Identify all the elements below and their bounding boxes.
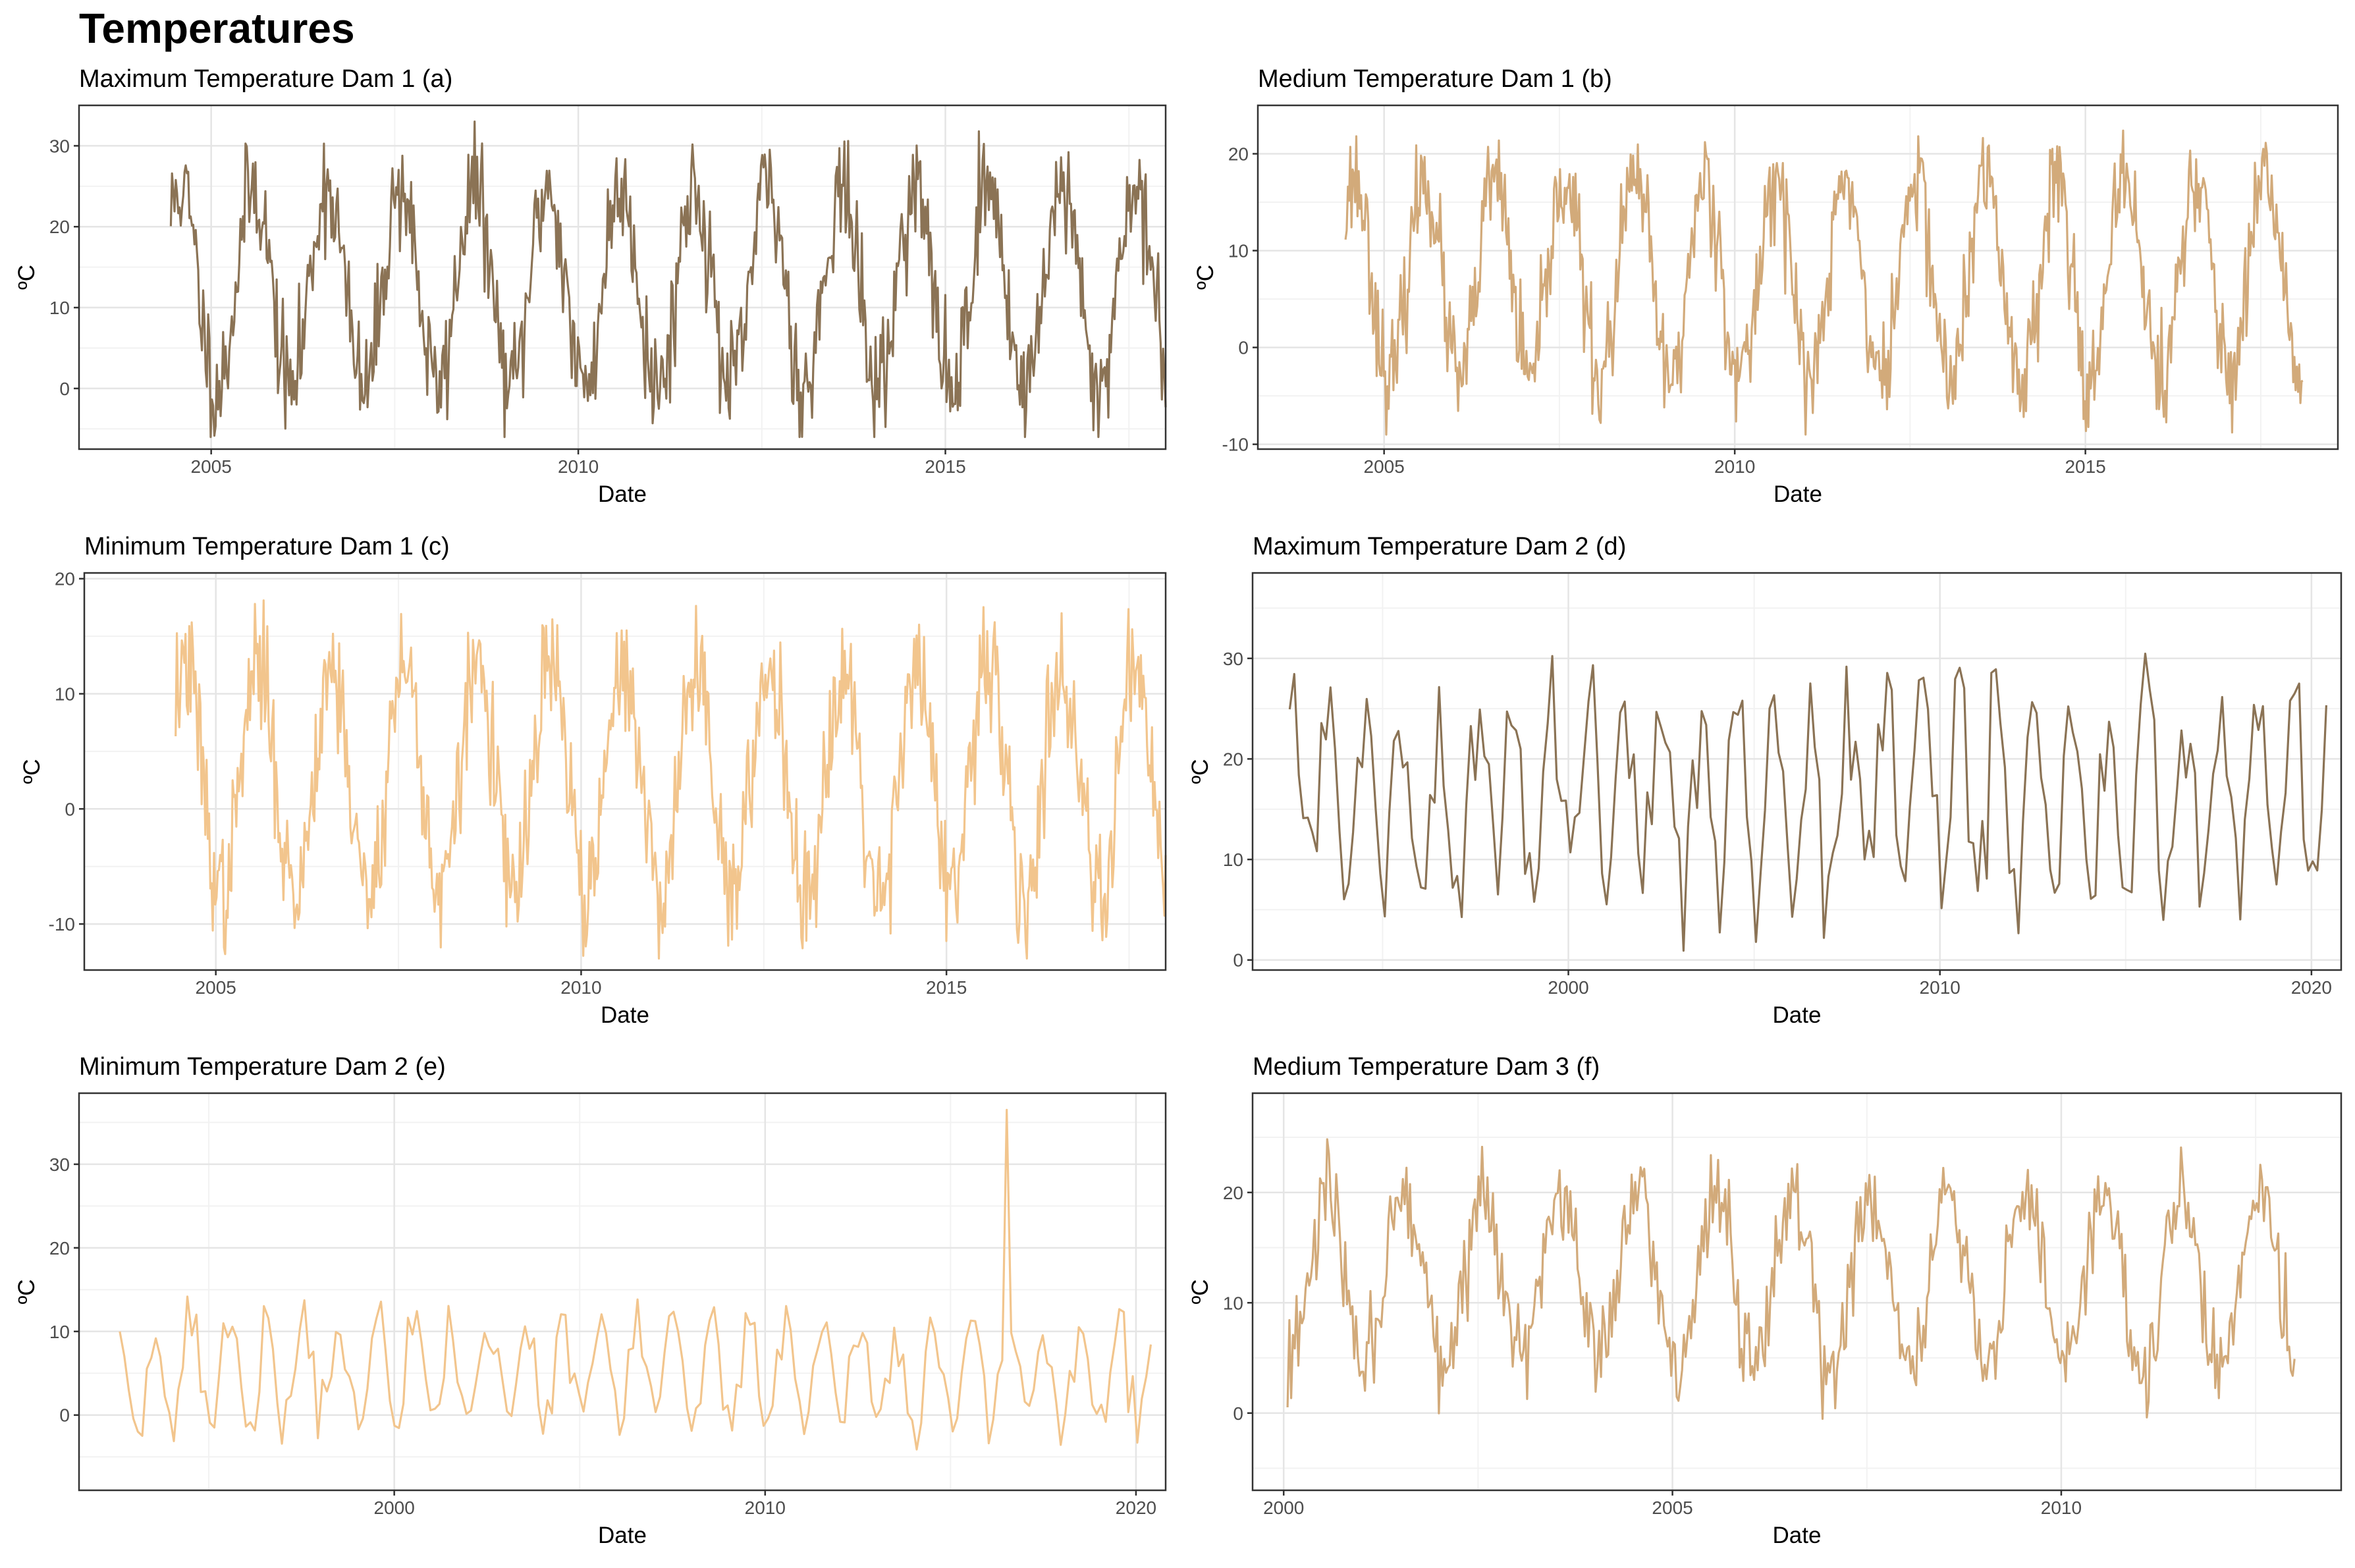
y-tick-label: 0	[1233, 950, 1243, 971]
x-tick-label: 2010	[1920, 977, 1961, 998]
y-tick-label: 20	[1223, 749, 1243, 769]
panel-border	[78, 104, 1167, 450]
y-tick-label: 10	[49, 1322, 70, 1342]
chart-panel-f: Medium Temperature Dam 3 (f) 2000 2005 201…	[1187, 1053, 2342, 1548]
panel-title: Minimum Temperature Dam 2 (e)	[79, 1053, 446, 1081]
series-line	[1288, 653, 2327, 952]
series-line	[119, 1108, 1152, 1451]
x-axis-label: Date	[598, 1523, 647, 1548]
y-tick-label: -10	[1222, 435, 1249, 455]
panel-border	[1251, 1092, 2342, 1492]
y-tick-label: -10	[49, 914, 75, 934]
panel-title: Maximum Temperature Dam 1 (a)	[79, 65, 452, 93]
y-tick-label: 20	[55, 569, 75, 589]
panel-title: Minimum Temperature Dam 1 (c)	[84, 533, 450, 560]
series-line	[1286, 1138, 2296, 1420]
chart-panel-b: Medium Temperature Dam 1 (b) 2005 2010 201…	[1193, 65, 2339, 507]
figure-title: Temperatures	[79, 5, 355, 52]
y-tick-label: 10	[1228, 241, 1249, 261]
panel-border	[1251, 572, 2342, 971]
y-tick-label: 0	[1238, 338, 1249, 358]
series-line	[1344, 129, 2304, 436]
y-axis-label: ºC	[14, 265, 40, 290]
x-tick-label: 2000	[1263, 1498, 1304, 1518]
y-tick-label: 30	[49, 1154, 70, 1175]
x-axis-label: Date	[601, 1002, 649, 1028]
y-tick-label: 0	[1233, 1403, 1243, 1424]
y-tick-label: 10	[1223, 1293, 1243, 1313]
x-axis-label: Date	[1773, 481, 1822, 507]
series-line	[175, 599, 1167, 960]
y-tick-label: 30	[49, 136, 70, 156]
x-tick-label: 2015	[2065, 456, 2105, 477]
panel-border	[1257, 104, 2339, 450]
panel-title: Medium Temperature Dam 3 (f)	[1253, 1053, 1600, 1081]
y-axis-label: ºC	[1187, 759, 1213, 784]
x-tick-label: 2010	[1714, 456, 1755, 477]
x-tick-label: 2010	[2041, 1498, 2082, 1518]
x-tick-label: 2005	[1364, 456, 1405, 477]
chart-panel-d: Maximum Temperature Dam 2 (d) 2000 2010 20…	[1187, 533, 2342, 1028]
panel-border	[78, 1092, 1167, 1492]
x-tick-label: 2010	[560, 977, 601, 998]
y-tick-label: 20	[49, 1238, 70, 1258]
panel-title: Maximum Temperature Dam 2 (d)	[1253, 533, 1626, 560]
y-axis-label: ºC	[1187, 1279, 1213, 1304]
grid	[1253, 1093, 2341, 1490]
chart-panel-a: Maximum Temperature Dam 1 (a) 2005 2010 20…	[14, 65, 1167, 507]
y-tick-label: 20	[49, 217, 70, 237]
panel-border	[83, 572, 1167, 971]
x-axis-label: Date	[1773, 1523, 1822, 1548]
y-axis-label: ºC	[1193, 265, 1218, 290]
x-tick-label: 2000	[374, 1498, 415, 1518]
x-tick-label: 2010	[745, 1498, 786, 1518]
panel-title: Medium Temperature Dam 1 (b)	[1258, 65, 1612, 93]
x-tick-label: 2010	[558, 456, 599, 477]
chart-panel-e: Minimum Temperature Dam 2 (e) 2000 2010 20…	[14, 1053, 1167, 1548]
y-tick-label: 20	[1223, 1183, 1243, 1203]
y-tick-label: 20	[1228, 144, 1249, 165]
y-tick-label: 0	[65, 799, 75, 819]
y-tick-label: 10	[55, 684, 75, 705]
y-axis-label: ºC	[19, 759, 45, 784]
x-tick-label: 2000	[1548, 977, 1588, 998]
y-tick-label: 0	[59, 379, 70, 399]
grid	[1253, 573, 2341, 970]
x-tick-label: 2020	[2291, 977, 2332, 998]
x-tick-label: 2015	[926, 977, 967, 998]
y-tick-label: 30	[1223, 649, 1243, 669]
x-tick-label: 2020	[1116, 1498, 1156, 1518]
x-tick-label: 2015	[925, 456, 965, 477]
grid	[79, 105, 1166, 449]
x-tick-label: 2005	[196, 977, 236, 998]
y-tick-label: 10	[1223, 850, 1243, 870]
x-axis-label: Date	[598, 481, 647, 507]
y-axis-label: ºC	[14, 1279, 40, 1304]
series-line	[169, 121, 1167, 439]
y-tick-label: 0	[59, 1405, 70, 1426]
y-tick-label: 10	[49, 298, 70, 318]
x-axis-label: Date	[1773, 1002, 1822, 1028]
x-tick-label: 2005	[191, 456, 232, 477]
x-tick-label: 2005	[1652, 1498, 1692, 1518]
chart-panel-c: Minimum Temperature Dam 1 (c) 2005 2010 20…	[19, 533, 1167, 1028]
